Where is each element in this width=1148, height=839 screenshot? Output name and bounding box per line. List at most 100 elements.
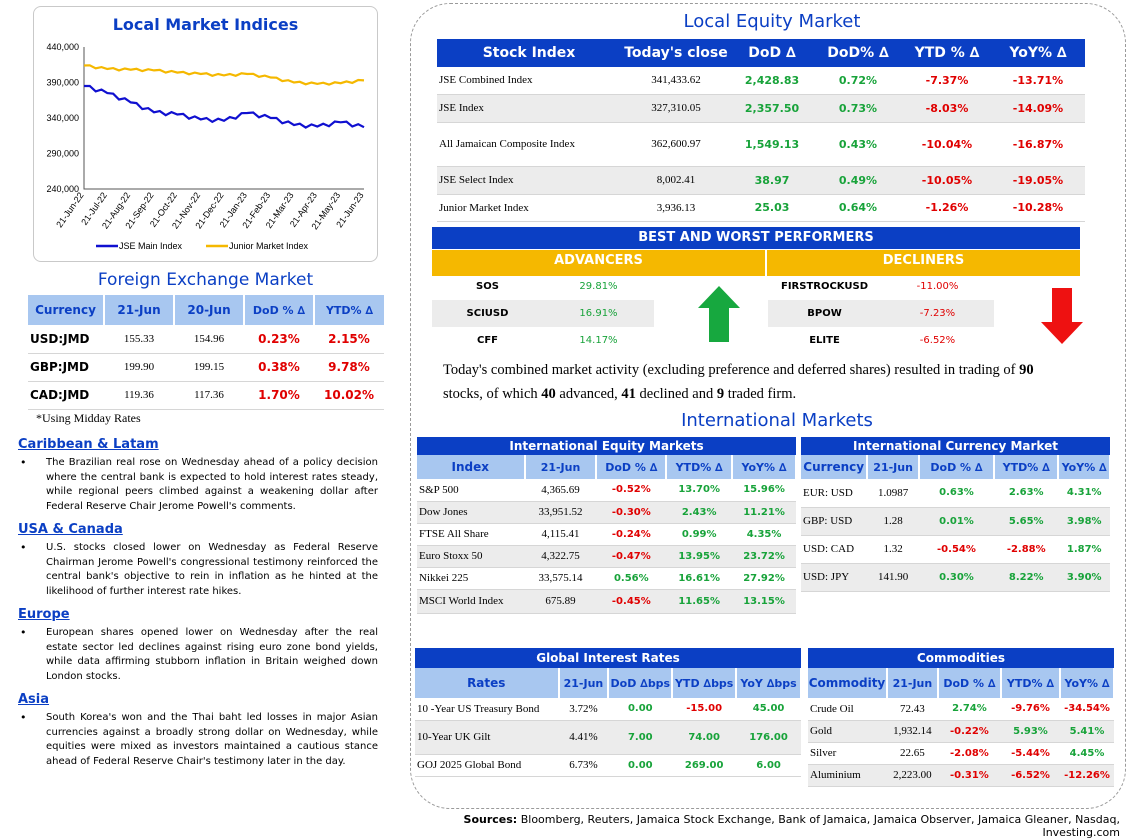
equity-row: Euro Stoxx 50 4,322.75 -0.47% 13.95% 23.72% — [417, 545, 796, 567]
equity-yoy: 13.15% — [743, 595, 785, 607]
equity-cell-close: 341,433.62 — [651, 74, 701, 87]
rates-row: 10 -Year US Treasury Bond 3.72% 0.00 -15.00… — [415, 698, 801, 720]
fx-cell-b: 117.36 — [174, 381, 244, 410]
equity-header: Today's close — [624, 45, 728, 61]
fx-row: CAD:JMD 119.36 117.36 1.70% 10.02% — [28, 381, 384, 410]
up-arrow-icon — [698, 286, 740, 342]
rates-row: GOJ 2025 Global Bond 6.73% 0.00 269.00 6.00 — [415, 754, 801, 776]
equity-cell-ytd: -7.37% — [925, 73, 969, 87]
currency-value: 1.32 — [883, 543, 903, 555]
equity-row: Dow Jones 33,951.52 -0.30% 2.43% 11.21% — [417, 501, 796, 523]
fx-cell-ytd: 10.02% — [314, 381, 384, 410]
equity-name: Dow Jones — [419, 506, 468, 518]
currency-row: USD: CAD 1.32 -0.54% -2.88% 1.87% — [801, 535, 1110, 563]
commodities-row: Silver 22.65 -2.08% -5.44% 4.45% — [808, 742, 1114, 764]
equity-row: Nikkei 225 33,575.14 0.56% 16.61% 27.92% — [417, 567, 796, 589]
commodities-dod: -0.22% — [949, 725, 989, 737]
equity-row: All Jamaican Composite Index 362,600.97 1,… — [437, 122, 1085, 166]
rates-header: 21-Jun — [558, 668, 610, 698]
equity-cell-dodp: 0.43% — [838, 137, 878, 151]
advancers-table: SOS 29.81% SCIUSD 16.91% CFF 14.17% — [432, 273, 654, 354]
equity-cell-ytd: -10.05% — [921, 173, 973, 187]
equity-header: YoY% ∆ — [732, 455, 797, 479]
fx-cell-a: 119.36 — [104, 381, 174, 410]
equity-value: 675.89 — [545, 595, 576, 607]
equity-header: DoD % ∆ — [596, 455, 668, 479]
equity-dod: -0.45% — [611, 595, 651, 607]
equity-cell-dod: 38.97 — [754, 173, 790, 187]
y-tick-label: 340,000 — [46, 113, 79, 123]
equity-title: Local Equity Market — [683, 11, 861, 32]
equity-row: JSE Combined Index 341,433.62 2,428.83 0.72… — [437, 67, 1085, 94]
currency-yoy: 4.31% — [1066, 487, 1102, 499]
equity-cell-name: JSE Select Index — [439, 174, 514, 186]
chart-axes — [83, 47, 364, 190]
rates-yoy: 6.00 — [756, 759, 781, 771]
equity-cell-dod: 1,549.13 — [744, 137, 800, 151]
equity-yoy: 11.21% — [743, 506, 785, 518]
currency-yoy: 3.90% — [1066, 571, 1102, 583]
rates-header: YoY ∆bps — [736, 668, 802, 698]
legend-label: JSE Main Index — [119, 241, 183, 251]
rates-dod: 0.00 — [627, 759, 653, 771]
equity-cell-close: 362,600.97 — [651, 138, 701, 150]
equity-name: Nikkei 225 — [419, 572, 469, 584]
intl-equity-title: International Equity Markets — [509, 439, 704, 453]
right-frame — [410, 3, 1126, 809]
rates-yoy: 176.00 — [749, 731, 788, 743]
equity-cell-yoy: -13.71% — [1012, 73, 1064, 87]
equity-name: FTSE All Share — [419, 528, 489, 540]
equity-cell-name: Junior Market Index — [439, 201, 529, 214]
currency-header: 21-Jun — [867, 455, 920, 479]
equity-ytd: 13.70% — [678, 484, 720, 496]
news-heading: Caribbean & Latam — [18, 437, 159, 452]
rates-title: Global Interest Rates — [536, 651, 680, 665]
rates-yoy: 45.00 — [752, 703, 785, 715]
equity-cell-close: 3,936.13 — [656, 201, 696, 214]
currency-row: USD: JPY 141.90 0.30% 8.22% 3.90% — [801, 563, 1110, 591]
commodities-value: 1,932.14 — [893, 725, 932, 737]
performer-pct: -11.00% — [916, 281, 959, 292]
rates-row: 10-Year UK Gilt 4.41% 7.00 74.00 176.00 — [415, 720, 801, 754]
equity-cell-ytd: -8.03% — [925, 101, 969, 115]
equity-cell-ytd: -1.26% — [925, 201, 969, 214]
rates-value: 4.41% — [569, 731, 598, 743]
equity-ytd: 0.99% — [681, 528, 717, 540]
equity-row: S&P 500 4,365.69 -0.52% 13.70% 15.96% — [417, 479, 796, 501]
news-heading: USA & Canada — [18, 522, 123, 537]
performer-pct: 29.81% — [579, 281, 618, 292]
currency-dod: 0.63% — [939, 487, 974, 499]
equity-cell-dodp: 0.64% — [838, 201, 878, 214]
equity-name: MSCI World Index — [419, 595, 504, 607]
fx-cell-cur: CAD:JMD — [28, 381, 104, 410]
equity-yoy: 23.72% — [743, 550, 785, 562]
equity-header: DoD ∆ — [748, 45, 796, 61]
chart-title: Local Market Indices — [112, 15, 299, 34]
commodities-value: 72.43 — [900, 702, 925, 715]
currency-header: DoD % ∆ — [918, 455, 996, 479]
fx-cell-ytd: 2.15% — [314, 325, 384, 354]
decliners-table: FIRSTROCKUSD -11.00% BPOW -7.23% ELITE -6.52% — [768, 273, 994, 354]
equity-row: MSCI World Index 675.89 -0.45% 11.65% 13.15% — [417, 589, 796, 613]
performer-row: BPOW -7.23% — [768, 300, 994, 327]
equity-header: DoD% ∆ — [827, 45, 889, 61]
performer-row: SCIUSD 16.91% — [432, 300, 654, 327]
fx-header: 21-Jun — [104, 295, 175, 325]
intl-equity-table: International Equity Markets Index 21-Jun… — [417, 437, 797, 614]
fx-cell-dod: 1.70% — [244, 381, 314, 410]
equity-ytd: 2.43% — [681, 506, 717, 518]
currency-header: Currency — [801, 455, 869, 479]
rates-name: GOJ 2025 Global Bond — [417, 759, 522, 771]
currency-dod: 0.30% — [939, 571, 974, 583]
interest-rates-table: Global Interest Rates Rates 21-Jun DoD ∆bp… — [415, 648, 802, 777]
sources-line: Sources: Bloomberg, Reuters, Jamaica Sto… — [463, 813, 1120, 839]
commodities-ytd: -9.76% — [1011, 703, 1050, 715]
commodities-name: Gold — [810, 725, 832, 737]
equity-yoy: 15.96% — [743, 484, 785, 496]
equity-yoy: 27.92% — [743, 572, 785, 584]
commodities-yoy: 5.41% — [1069, 725, 1105, 737]
currency-row: EUR: USD 1.0987 0.63% 2.63% 4.31% — [801, 479, 1110, 507]
equity-cell-yoy: -19.05% — [1012, 173, 1064, 187]
equity-name: Euro Stoxx 50 — [419, 550, 483, 562]
equity-dod: -0.30% — [611, 506, 651, 518]
